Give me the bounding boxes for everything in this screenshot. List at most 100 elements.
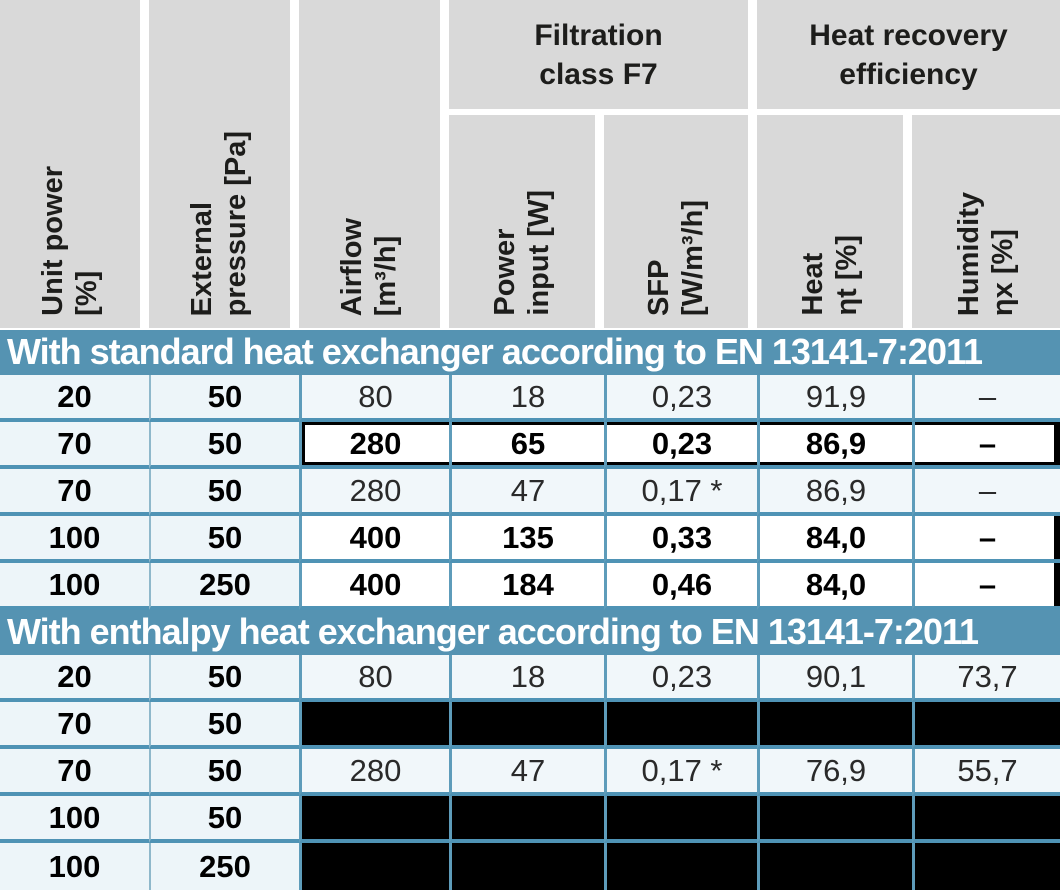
- col-header-airflow: Airflow [m³/h]: [299, 0, 449, 330]
- cell-airflow: 400: [299, 563, 449, 610]
- col-header-sfp: SFP [W/m³/h]: [604, 115, 757, 330]
- table-row: 20 50 80 18 0,23 91,9–: [0, 375, 1060, 422]
- section-header-band: With enthalpy heat exchanger according t…: [0, 610, 1060, 655]
- cell-unit-power: 70: [0, 749, 149, 796]
- cell-external-pressure: 50: [149, 516, 299, 563]
- col-header-heat-efficiency: Heat ηt [%]: [757, 115, 912, 330]
- cell-sfp: 0,17 *: [604, 469, 757, 516]
- group-header-filtration: Filtration class F7: [449, 0, 757, 115]
- cell-heat-efficiency: 90,1: [757, 655, 912, 702]
- cell-airflow: 80: [299, 655, 449, 702]
- cell-unit-power: 70: [0, 469, 149, 516]
- cell-sfp: 0,17 *: [604, 749, 757, 796]
- cell-external-pressure: 50: [149, 422, 299, 469]
- cell-sfp: 0,23: [604, 655, 757, 702]
- col-header-unit-power: Unit power [%]: [0, 0, 149, 330]
- table-body: With standard heat exchanger according t…: [0, 330, 1060, 890]
- table-row: 100 50 400 135 0,33 84,0–: [0, 516, 1060, 563]
- cell-sfp: [604, 702, 757, 749]
- cell-unit-power: 100: [0, 563, 149, 610]
- table-row: 70 50 280 65 0,23 86,9–: [0, 422, 1060, 469]
- table-row: 100 250: [0, 843, 1060, 890]
- col-header-external-pressure: External pressure [Pa]: [149, 0, 299, 330]
- cell-humidity-efficiency: [912, 843, 1060, 890]
- cell-unit-power: 70: [0, 422, 149, 469]
- cell-humidity-efficiency: –: [912, 375, 1060, 422]
- table-row: 70 50 280 47 0,17 * 86,9–: [0, 469, 1060, 516]
- cell-humidity-efficiency: [912, 796, 1060, 843]
- table-section: With enthalpy heat exchanger according t…: [0, 610, 1060, 890]
- cell-airflow: 280: [299, 422, 449, 469]
- cell-airflow: 280: [299, 469, 449, 516]
- col-header-label: Unit power [%]: [36, 166, 103, 316]
- cell-power-input: 18: [449, 375, 604, 422]
- cell-airflow: [299, 843, 449, 890]
- cell-unit-power: 70: [0, 702, 149, 749]
- cell-external-pressure: 50: [149, 375, 299, 422]
- cell-humidity-efficiency: –: [912, 422, 1060, 469]
- cell-humidity-efficiency: 73,7: [912, 655, 1060, 702]
- col-header-label: External pressure [Pa]: [186, 130, 253, 316]
- col-header-power-input: Power input [W]: [449, 115, 604, 330]
- cell-humidity-efficiency: 55,7: [912, 749, 1060, 796]
- table-header: Unit power [%] External pressure [Pa] Ai…: [0, 0, 1060, 330]
- cell-humidity-efficiency: [912, 702, 1060, 749]
- cell-humidity-efficiency: –: [912, 469, 1060, 516]
- col-header-label: SFP [W/m³/h]: [642, 200, 709, 316]
- cell-sfp: [604, 843, 757, 890]
- cell-airflow: 280: [299, 749, 449, 796]
- cell-heat-efficiency: 76,9: [757, 749, 912, 796]
- cell-airflow: [299, 796, 449, 843]
- col-header-label: Airflow [m³/h]: [336, 217, 403, 316]
- cell-heat-efficiency: 84,0: [757, 516, 912, 563]
- cell-unit-power: 100: [0, 796, 149, 843]
- cell-sfp: 0,46: [604, 563, 757, 610]
- cell-power-input: [449, 843, 604, 890]
- cell-humidity-efficiency: –: [912, 563, 1060, 610]
- cell-unit-power: 20: [0, 655, 149, 702]
- table-row: 100 250 400 184 0,46 84,0–: [0, 563, 1060, 610]
- cell-power-input: 135: [449, 516, 604, 563]
- col-header-label: Heat ηt [%]: [796, 235, 863, 316]
- cell-heat-efficiency: 86,9: [757, 469, 912, 516]
- cell-external-pressure: 50: [149, 702, 299, 749]
- cell-heat-efficiency: [757, 843, 912, 890]
- col-header-label: Power input [W]: [488, 190, 555, 316]
- cell-external-pressure: 50: [149, 749, 299, 796]
- cell-external-pressure: 250: [149, 843, 299, 890]
- table-row: 70 50: [0, 702, 1060, 749]
- cell-airflow: 80: [299, 375, 449, 422]
- cell-sfp: 0,33: [604, 516, 757, 563]
- cell-humidity-efficiency: –: [912, 516, 1060, 563]
- cell-heat-efficiency: 84,0: [757, 563, 912, 610]
- cell-unit-power: 100: [0, 843, 149, 890]
- cell-external-pressure: 250: [149, 563, 299, 610]
- cell-sfp: 0,23: [604, 422, 757, 469]
- cell-external-pressure: 50: [149, 796, 299, 843]
- cell-power-input: 18: [449, 655, 604, 702]
- cell-external-pressure: 50: [149, 655, 299, 702]
- cell-sfp: 0,23: [604, 375, 757, 422]
- cell-power-input: 47: [449, 469, 604, 516]
- cell-power-input: 47: [449, 749, 604, 796]
- table-row: 20 50 80 18 0,23 90,1 73,7: [0, 655, 1060, 702]
- table-section: With standard heat exchanger according t…: [0, 330, 1060, 610]
- col-header-label: Humidity ηx [%]: [952, 191, 1019, 316]
- table-row: 100 50: [0, 796, 1060, 843]
- cell-heat-efficiency: 86,9: [757, 422, 912, 469]
- cell-power-input: 65: [449, 422, 604, 469]
- cell-unit-power: 20: [0, 375, 149, 422]
- cell-airflow: 400: [299, 516, 449, 563]
- cell-power-input: [449, 702, 604, 749]
- col-header-humidity-efficiency: Humidity ηx [%]: [912, 115, 1060, 330]
- cell-power-input: 184: [449, 563, 604, 610]
- cell-unit-power: 100: [0, 516, 149, 563]
- cell-power-input: [449, 796, 604, 843]
- cell-airflow: [299, 702, 449, 749]
- cell-sfp: [604, 796, 757, 843]
- section-header-band: With standard heat exchanger according t…: [0, 330, 1060, 375]
- cell-heat-efficiency: 91,9: [757, 375, 912, 422]
- table-row: 70 50 280 47 0,17 * 76,9 55,7: [0, 749, 1060, 796]
- cell-heat-efficiency: [757, 796, 912, 843]
